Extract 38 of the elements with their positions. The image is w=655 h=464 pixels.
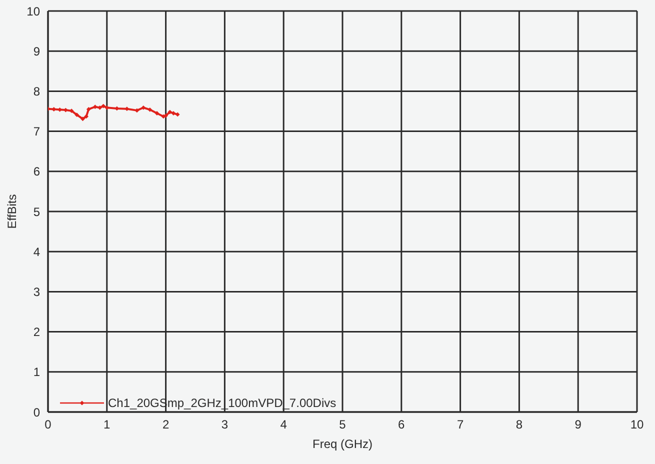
y-tick-label: 5 <box>33 204 40 219</box>
x-tick-label: 3 <box>221 418 228 432</box>
y-tick-label: 2 <box>33 325 40 340</box>
x-tick-label: 9 <box>574 418 582 432</box>
x-tick-label: 7 <box>456 418 464 432</box>
y-tick-label: 0 <box>33 405 40 420</box>
point <box>101 104 106 108</box>
point <box>84 114 88 119</box>
point <box>171 111 176 116</box>
y-tick-label: 3 <box>33 284 40 299</box>
y-tick-label: 8 <box>33 84 40 98</box>
point <box>74 112 80 118</box>
x-tick-label: 5 <box>339 418 346 432</box>
point <box>148 107 152 112</box>
point <box>164 113 168 118</box>
y-tick-label: 7 <box>33 124 40 139</box>
point <box>175 112 180 117</box>
y-tick-label: 9 <box>33 44 40 58</box>
point <box>141 105 146 110</box>
y-tick-label: 10 <box>26 4 40 18</box>
x-axis-title: Freq (GHz) <box>312 437 373 451</box>
point <box>92 104 98 110</box>
y-tick-label: 6 <box>33 164 40 179</box>
y-tick-label: 1 <box>33 365 40 380</box>
x-tick-label: 4 <box>280 418 288 432</box>
x-tick-label: 8 <box>516 418 523 432</box>
point <box>134 108 140 113</box>
y-tick-label: 4 <box>33 244 40 259</box>
x-tick-label: 10 <box>630 418 644 432</box>
y-axis-title: EffBits <box>5 194 19 229</box>
point <box>168 110 172 114</box>
point <box>80 116 85 122</box>
point <box>98 105 102 110</box>
x-tick-label: 1 <box>104 418 111 432</box>
x-tick-label: 6 <box>398 418 406 432</box>
x-tick-label: 0 <box>44 418 52 432</box>
point <box>86 107 91 112</box>
x-tick-label: 2 <box>162 418 170 432</box>
